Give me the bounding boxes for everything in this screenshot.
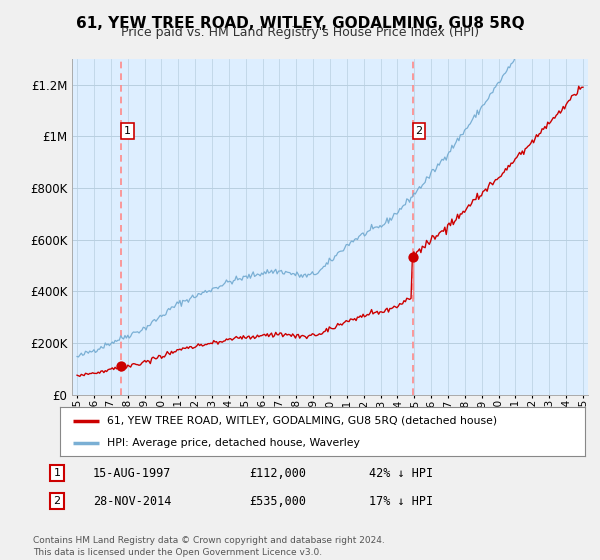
Text: 1: 1 [53, 468, 61, 478]
Text: Price paid vs. HM Land Registry's House Price Index (HPI): Price paid vs. HM Land Registry's House … [121, 26, 479, 39]
Text: 42% ↓ HPI: 42% ↓ HPI [369, 466, 433, 480]
Text: 2: 2 [53, 496, 61, 506]
Text: 2: 2 [415, 126, 422, 136]
Text: 28-NOV-2014: 28-NOV-2014 [93, 494, 172, 508]
Text: 61, YEW TREE ROAD, WITLEY, GODALMING, GU8 5RQ: 61, YEW TREE ROAD, WITLEY, GODALMING, GU… [76, 16, 524, 31]
Point [408, 252, 418, 261]
Text: £112,000: £112,000 [249, 466, 306, 480]
Text: 61, YEW TREE ROAD, WITLEY, GODALMING, GU8 5RQ (detached house): 61, YEW TREE ROAD, WITLEY, GODALMING, GU… [107, 416, 497, 426]
Text: 1: 1 [124, 126, 131, 136]
Text: 17% ↓ HPI: 17% ↓ HPI [369, 494, 433, 508]
Text: £535,000: £535,000 [249, 494, 306, 508]
Text: HPI: Average price, detached house, Waverley: HPI: Average price, detached house, Wave… [107, 437, 360, 447]
Text: Contains HM Land Registry data © Crown copyright and database right 2024.
This d: Contains HM Land Registry data © Crown c… [33, 536, 385, 557]
Text: 15-AUG-1997: 15-AUG-1997 [93, 466, 172, 480]
Point [116, 361, 126, 370]
